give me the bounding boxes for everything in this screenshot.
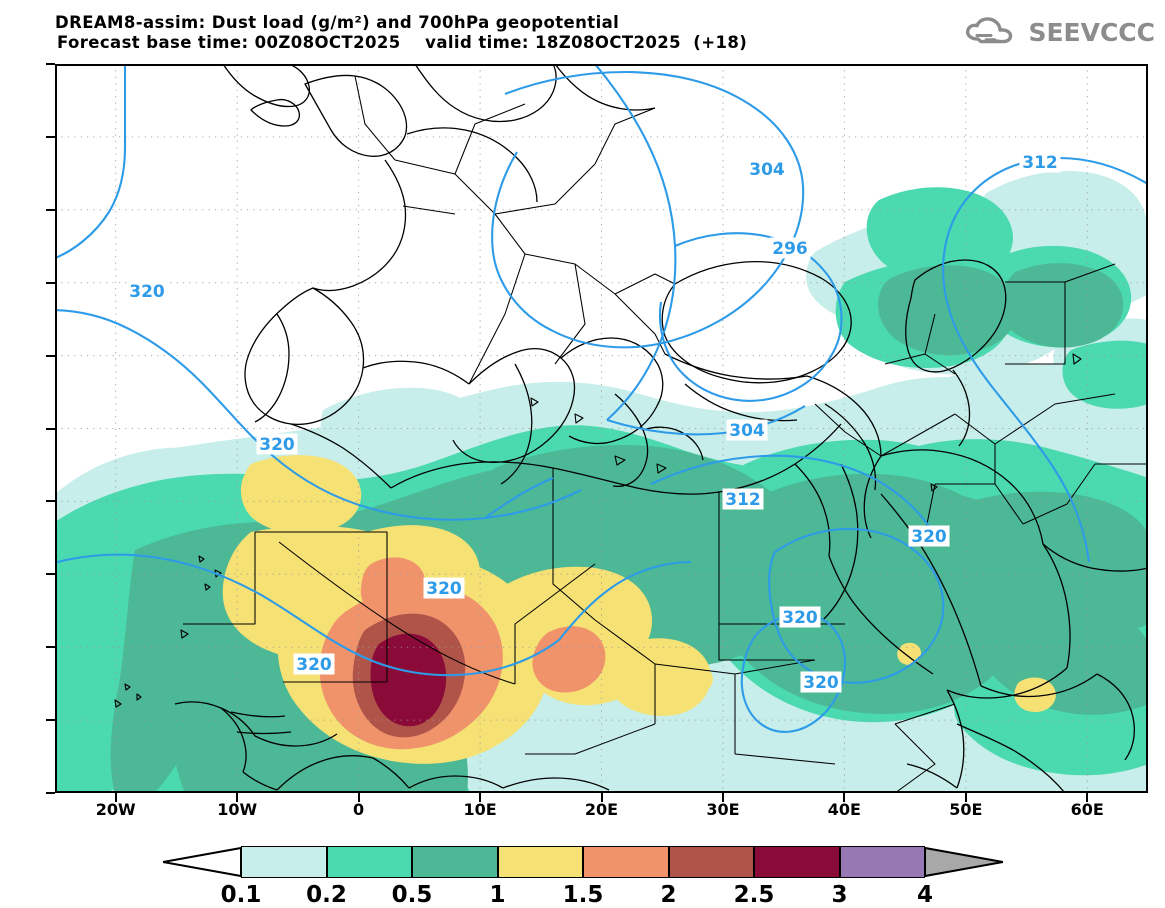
contour-label: 320 [782,608,818,628]
lon-label: 0 [353,800,365,819]
contour-label-bg [746,158,788,180]
lat-tick [46,573,55,576]
lat-tick [46,135,55,138]
contour-label-bg [726,419,768,441]
contour-label-bg [779,606,821,628]
dust-band-3-core [370,633,447,727]
contour-label-bg [256,433,298,455]
lon-tick [721,793,724,802]
lat-tick [46,646,55,649]
colorbar-swatch [583,846,669,878]
map-canvas: 296 304 304 312 312 320 320 320 320 320 320 320 [55,64,1148,793]
colorbar-tick-label: 1 [489,882,506,908]
lon-tick [114,793,117,802]
colorbar-swatch [754,846,840,878]
lon-tick [357,793,360,802]
title-line-1: DREAM8-assim: Dust load (g/m²) and 700hP… [55,13,620,32]
contour-label-bg [908,525,950,547]
contour-labels: 296 304 304 312 312 320 320 320 320 320 320 320 [126,151,1061,693]
lon-label: 50E [949,800,983,819]
contour-label-bg [423,577,465,599]
lon-label: 40E [827,800,861,819]
contour-label: 320 [803,673,839,693]
contour-label: 320 [259,435,295,455]
colorbar-tick-label: 1.5 [562,882,604,908]
lon-tick [479,793,482,802]
contour-label: 320 [296,655,332,675]
lat-tick [46,719,55,722]
colorbar-swatch [839,846,925,878]
lon-label: 20E [584,800,619,819]
colorbar[interactable]: 0.1 0.2 0.5 1 1.5 2 2.5 3 4 [163,846,1003,908]
lat-tick [46,354,55,357]
contour-label: 312 [1022,153,1058,173]
lon-label: 20W [95,800,136,819]
colorbar-tick-label: 0.5 [391,882,433,908]
lon-tick [964,793,967,802]
contour-label: 304 [729,421,765,441]
seevccc-logo: SEEVCCC [964,14,1155,50]
header: DREAM8-assim: Dust load (g/m²) and 700hP… [0,0,1165,60]
contour-label: 320 [129,282,165,302]
contour-label: 320 [911,527,947,547]
cloud-wind-icon [966,17,1013,44]
colorbar-swatch [241,846,327,878]
colorbar-tick-label: 4 [916,882,934,908]
lat-tick [46,208,55,211]
lat-tick [46,281,55,284]
colorbar-tick-label: 2 [660,882,677,908]
lon-label: 10W [217,800,258,819]
map-svg: 296 304 304 312 312 320 320 320 320 320 320 320 [55,64,1148,793]
contour-label-bg [293,653,335,675]
contour-label-bg [126,280,168,302]
logo-text: SEEVCCC [1028,17,1155,47]
contour-label-bg [769,237,811,259]
colorbar-swatch [412,846,498,878]
contour-label: 304 [749,160,785,180]
lat-tick [46,792,55,794]
contour-label-bg [800,671,842,693]
colorbar-tick-label: 2.5 [733,882,775,908]
lat-tick [46,427,55,430]
contour-label: 320 [426,579,462,599]
contour-label: 312 [725,490,761,510]
colorbar-tick-label: 0.1 [220,882,262,908]
lon-label: 30E [706,800,740,819]
lat-tick [46,500,55,503]
colorbar-swatch [668,846,754,878]
lon-tick [600,793,603,802]
colorbar-tick-label: 3 [831,882,848,908]
colorbar-swatch [497,846,583,878]
contour-label-bg [1019,151,1061,173]
lon-label: 10E [463,800,497,819]
lat-tick [46,63,55,65]
contour-label-bg [722,488,764,510]
lon-label: 60E [1070,800,1104,819]
title-line-2: Forecast base time: 00Z08OCT2025 valid t… [57,33,748,52]
contour-label: 296 [772,239,808,259]
lon-tick [236,793,239,802]
colorbar-cells [163,846,1003,878]
map-plot-area[interactable]: 296 304 304 312 312 320 320 320 320 320 320 320 [55,64,1148,793]
colorbar-tick-label: 0.2 [306,882,347,908]
colorbar-swatch [326,846,412,878]
coastlines-and-borders [114,64,1148,793]
geopotential-contours [55,64,1148,733]
lon-tick [843,793,846,802]
lon-tick [1086,793,1089,802]
